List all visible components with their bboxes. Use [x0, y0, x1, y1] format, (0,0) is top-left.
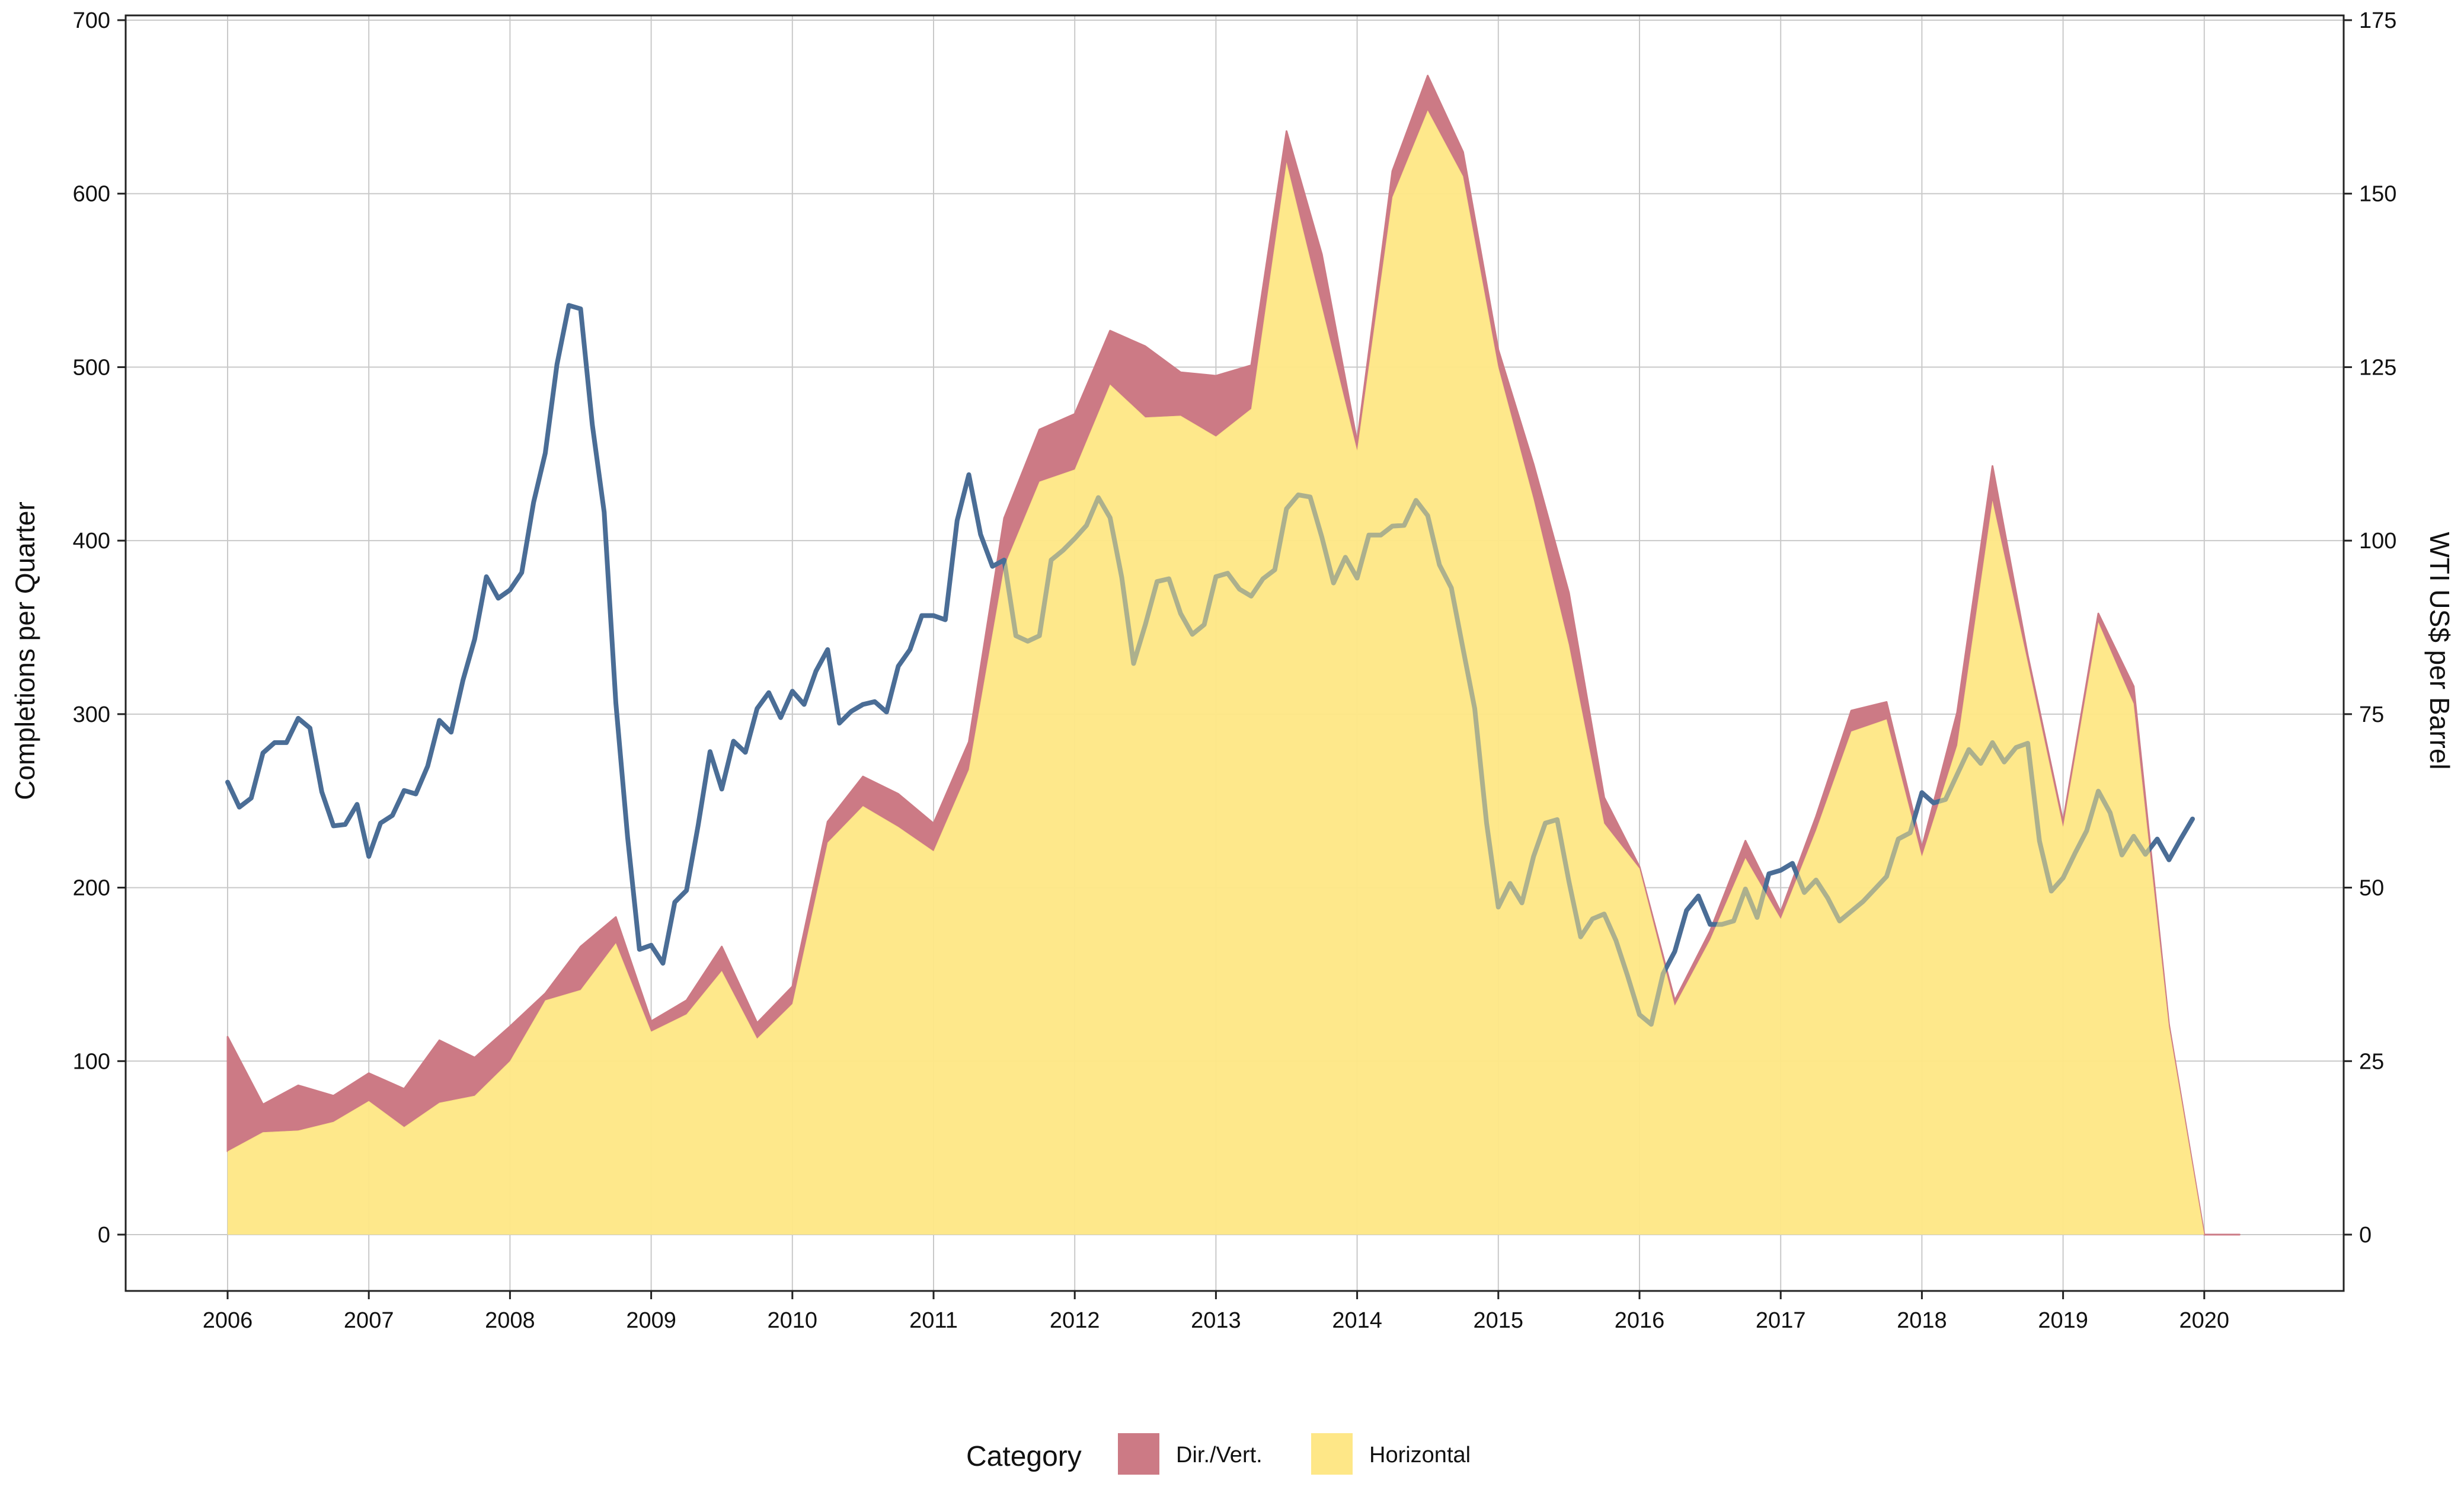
y-tick-label: 200 — [73, 876, 110, 901]
y-axis-title: Completions per Quarter — [9, 501, 40, 800]
x-tick-label: 2006 — [203, 1308, 253, 1333]
y-tick-label: 300 — [73, 702, 110, 727]
x-tick-label: 2020 — [2179, 1308, 2230, 1333]
legend-swatch-dir-vert — [1118, 1433, 1159, 1475]
y2-axis-title: WTI US$ per Barrel — [2424, 532, 2455, 769]
legend: Category Dir./Vert. Horizontal — [966, 1433, 1471, 1475]
y-tick-label: 700 — [73, 8, 110, 33]
area-horizontal-overlay — [228, 110, 2240, 1235]
legend-label-dir-vert: Dir./Vert. — [1176, 1443, 1263, 1468]
legend-label-horizontal: Horizontal — [1369, 1443, 1471, 1468]
y-tick-label: 600 — [73, 182, 110, 207]
axis-layer: 0 100 200 300 400 500 600 700 0 25 50 75 100 125 150 17… — [73, 8, 2397, 1333]
y-tick-label: 100 — [73, 1049, 110, 1074]
area-dir-vert — [226, 75, 2241, 1236]
y2-tick-label: 25 — [2359, 1049, 2384, 1074]
plot-border — [124, 14, 2345, 1292]
x-tick-label: 2011 — [909, 1308, 958, 1333]
y-tick-label: 0 — [98, 1223, 110, 1248]
x-tick-label: 2016 — [1615, 1308, 1665, 1333]
y2-tick-label: 125 — [2359, 355, 2396, 380]
legend-title: Category — [966, 1441, 1082, 1472]
x-tick-label: 2010 — [768, 1308, 818, 1333]
y-tick-label: 500 — [73, 355, 110, 380]
y2-tick-label: 0 — [2359, 1223, 2372, 1248]
legend-swatch-horizontal — [1311, 1433, 1353, 1475]
x-tick-label: 2009 — [626, 1308, 676, 1333]
x-tick-label: 2018 — [1897, 1308, 1947, 1333]
x-tick-label: 2019 — [2038, 1308, 2088, 1333]
x-tick-label: 2014 — [1332, 1308, 1382, 1333]
x-tick-label: 2015 — [1474, 1308, 1524, 1333]
y2-tick-label: 100 — [2359, 529, 2396, 554]
y2-tick-label: 75 — [2359, 702, 2384, 727]
x-tick-label: 2012 — [1050, 1308, 1100, 1333]
x-tick-label: 2007 — [344, 1308, 394, 1333]
y2-tick-label: 150 — [2359, 182, 2396, 207]
y2-tick-label: 50 — [2359, 876, 2384, 901]
x-tick-label: 2008 — [485, 1308, 535, 1333]
x-tick-label: 2013 — [1191, 1308, 1241, 1333]
line-layer — [225, 110, 2240, 1235]
y-tick-label: 400 — [73, 529, 110, 554]
y2-tick-label: 175 — [2359, 8, 2396, 33]
x-tick-label: 2017 — [1756, 1308, 1806, 1333]
